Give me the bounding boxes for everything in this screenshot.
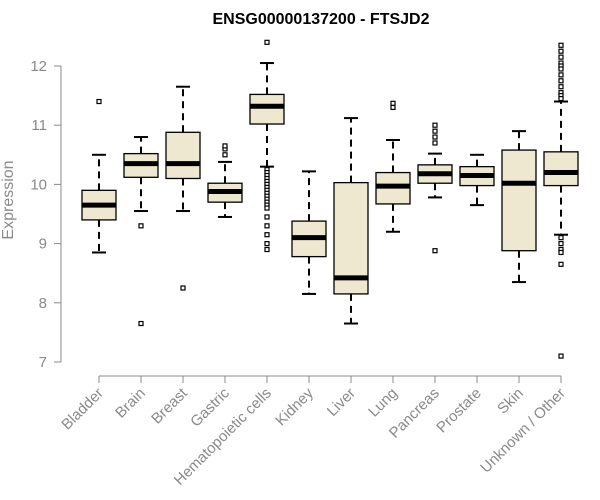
outlier-point <box>432 128 438 134</box>
outlier-point <box>432 140 438 146</box>
y-tick-label: 9 <box>39 236 47 253</box>
outlier-point <box>558 48 564 54</box>
box <box>249 93 285 125</box>
box <box>333 181 369 295</box>
box-group <box>375 100 411 233</box>
x-tick-label: Brain <box>112 385 149 422</box>
outlier-point <box>264 241 270 247</box>
outlier-point <box>432 134 438 140</box>
box-group <box>81 98 117 254</box>
box <box>501 149 537 252</box>
outlier-point <box>432 122 438 128</box>
outlier-point <box>558 95 564 102</box>
x-tick-label: Lung <box>365 385 401 421</box>
outlier-point <box>264 246 270 253</box>
outlier-point <box>558 241 564 247</box>
y-tick-label: 10 <box>30 176 47 193</box>
x-tick-label: Kidney <box>272 384 317 429</box>
box-group <box>207 143 243 218</box>
x-tick-label: Skin <box>494 385 527 418</box>
y-tick-label: 11 <box>31 117 47 134</box>
box-group <box>249 39 285 253</box>
box-group <box>459 153 495 207</box>
box-group <box>333 117 369 325</box>
box-group <box>123 136 159 327</box>
box-group <box>291 170 327 295</box>
outlier-point <box>558 353 564 359</box>
outlier-point <box>96 98 102 105</box>
outlier-point <box>558 235 564 241</box>
outlier-point <box>558 72 564 78</box>
boxes-layer <box>81 39 579 359</box>
outlier-point <box>222 143 228 149</box>
outlier-point <box>432 248 438 254</box>
y-tick-label: 8 <box>39 295 47 312</box>
box-group <box>501 130 537 284</box>
outlier-point <box>558 66 564 72</box>
box-group <box>417 122 453 254</box>
x-tick-label: Breast <box>148 384 191 427</box>
x-tick-label: Prostate <box>433 385 485 437</box>
outlier-point <box>558 42 564 48</box>
outlier-point <box>558 261 564 267</box>
outlier-point <box>264 214 270 220</box>
box-group <box>165 85 201 291</box>
x-tick-label: Liver <box>324 385 359 420</box>
outlier-point <box>390 100 396 106</box>
box <box>543 151 579 187</box>
outlier-point <box>180 285 186 291</box>
outlier-point <box>390 104 396 111</box>
box-group <box>543 42 579 359</box>
chart-title: ENSG00000137200 - FTSJD2 <box>212 11 429 28</box>
outlier-point <box>264 232 270 238</box>
y-axis-label: Expression <box>0 160 17 239</box>
outlier-point <box>264 205 270 211</box>
outlier-point <box>264 39 270 45</box>
outlier-point <box>222 152 228 158</box>
outlier-point <box>558 54 564 60</box>
outlier-point <box>264 223 270 229</box>
y-tick-label: 7 <box>39 354 47 371</box>
outlier-point <box>558 249 564 256</box>
y-tick-label: 12 <box>30 58 47 75</box>
y-axis: 7 8 9 10 11 12 <box>30 58 62 371</box>
outlier-point <box>558 84 564 90</box>
outlier-point <box>558 78 564 84</box>
x-tick-label: Bladder <box>58 385 107 434</box>
outlier-point <box>138 223 144 229</box>
box <box>165 131 201 180</box>
outlier-point <box>138 320 144 327</box>
